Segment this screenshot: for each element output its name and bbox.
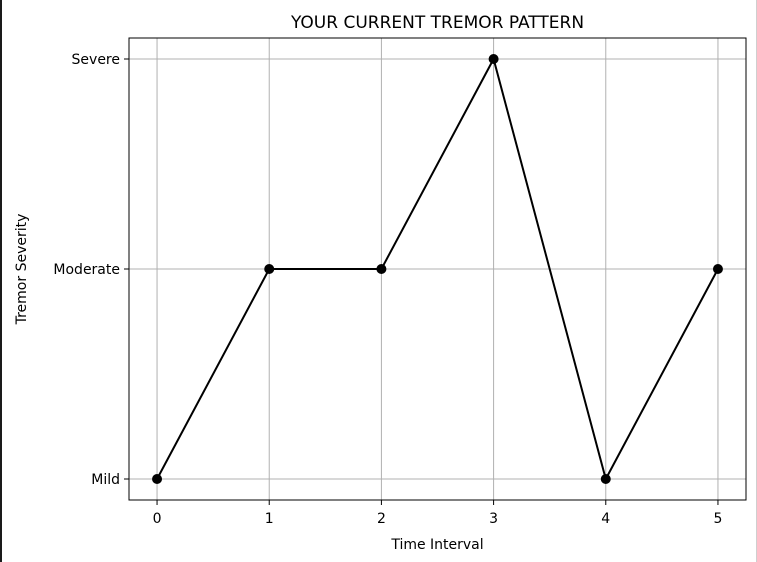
series-line	[156, 56, 719, 482]
x-axis-label: Time Interval	[390, 537, 483, 553]
axis-ticks: 0 1 2 3 4 5 Mild Moderate Severe	[53, 52, 722, 527]
data-series	[152, 54, 723, 484]
y-tick-label: Mild	[91, 472, 120, 488]
grid-lines	[129, 38, 746, 500]
y-tick-label: Severe	[72, 52, 120, 68]
chart-title: YOUR CURRENT TREMOR PATTERN	[290, 13, 584, 33]
data-point	[488, 54, 499, 64]
data-point	[376, 264, 387, 274]
x-tick-label: 2	[377, 511, 386, 527]
x-tick-label: 5	[713, 511, 722, 527]
data-point	[264, 264, 275, 274]
y-axis-label: Tremor Severity	[14, 214, 30, 326]
data-point	[712, 264, 723, 274]
x-tick-label: 1	[265, 511, 274, 527]
x-tick-label: 4	[601, 511, 610, 527]
y-tick-label: Moderate	[53, 262, 120, 278]
window-left-edge	[0, 0, 2, 562]
x-tick-label: 0	[153, 511, 162, 527]
data-point	[152, 474, 163, 484]
x-tick-label: 3	[489, 511, 498, 527]
data-point	[600, 474, 611, 484]
